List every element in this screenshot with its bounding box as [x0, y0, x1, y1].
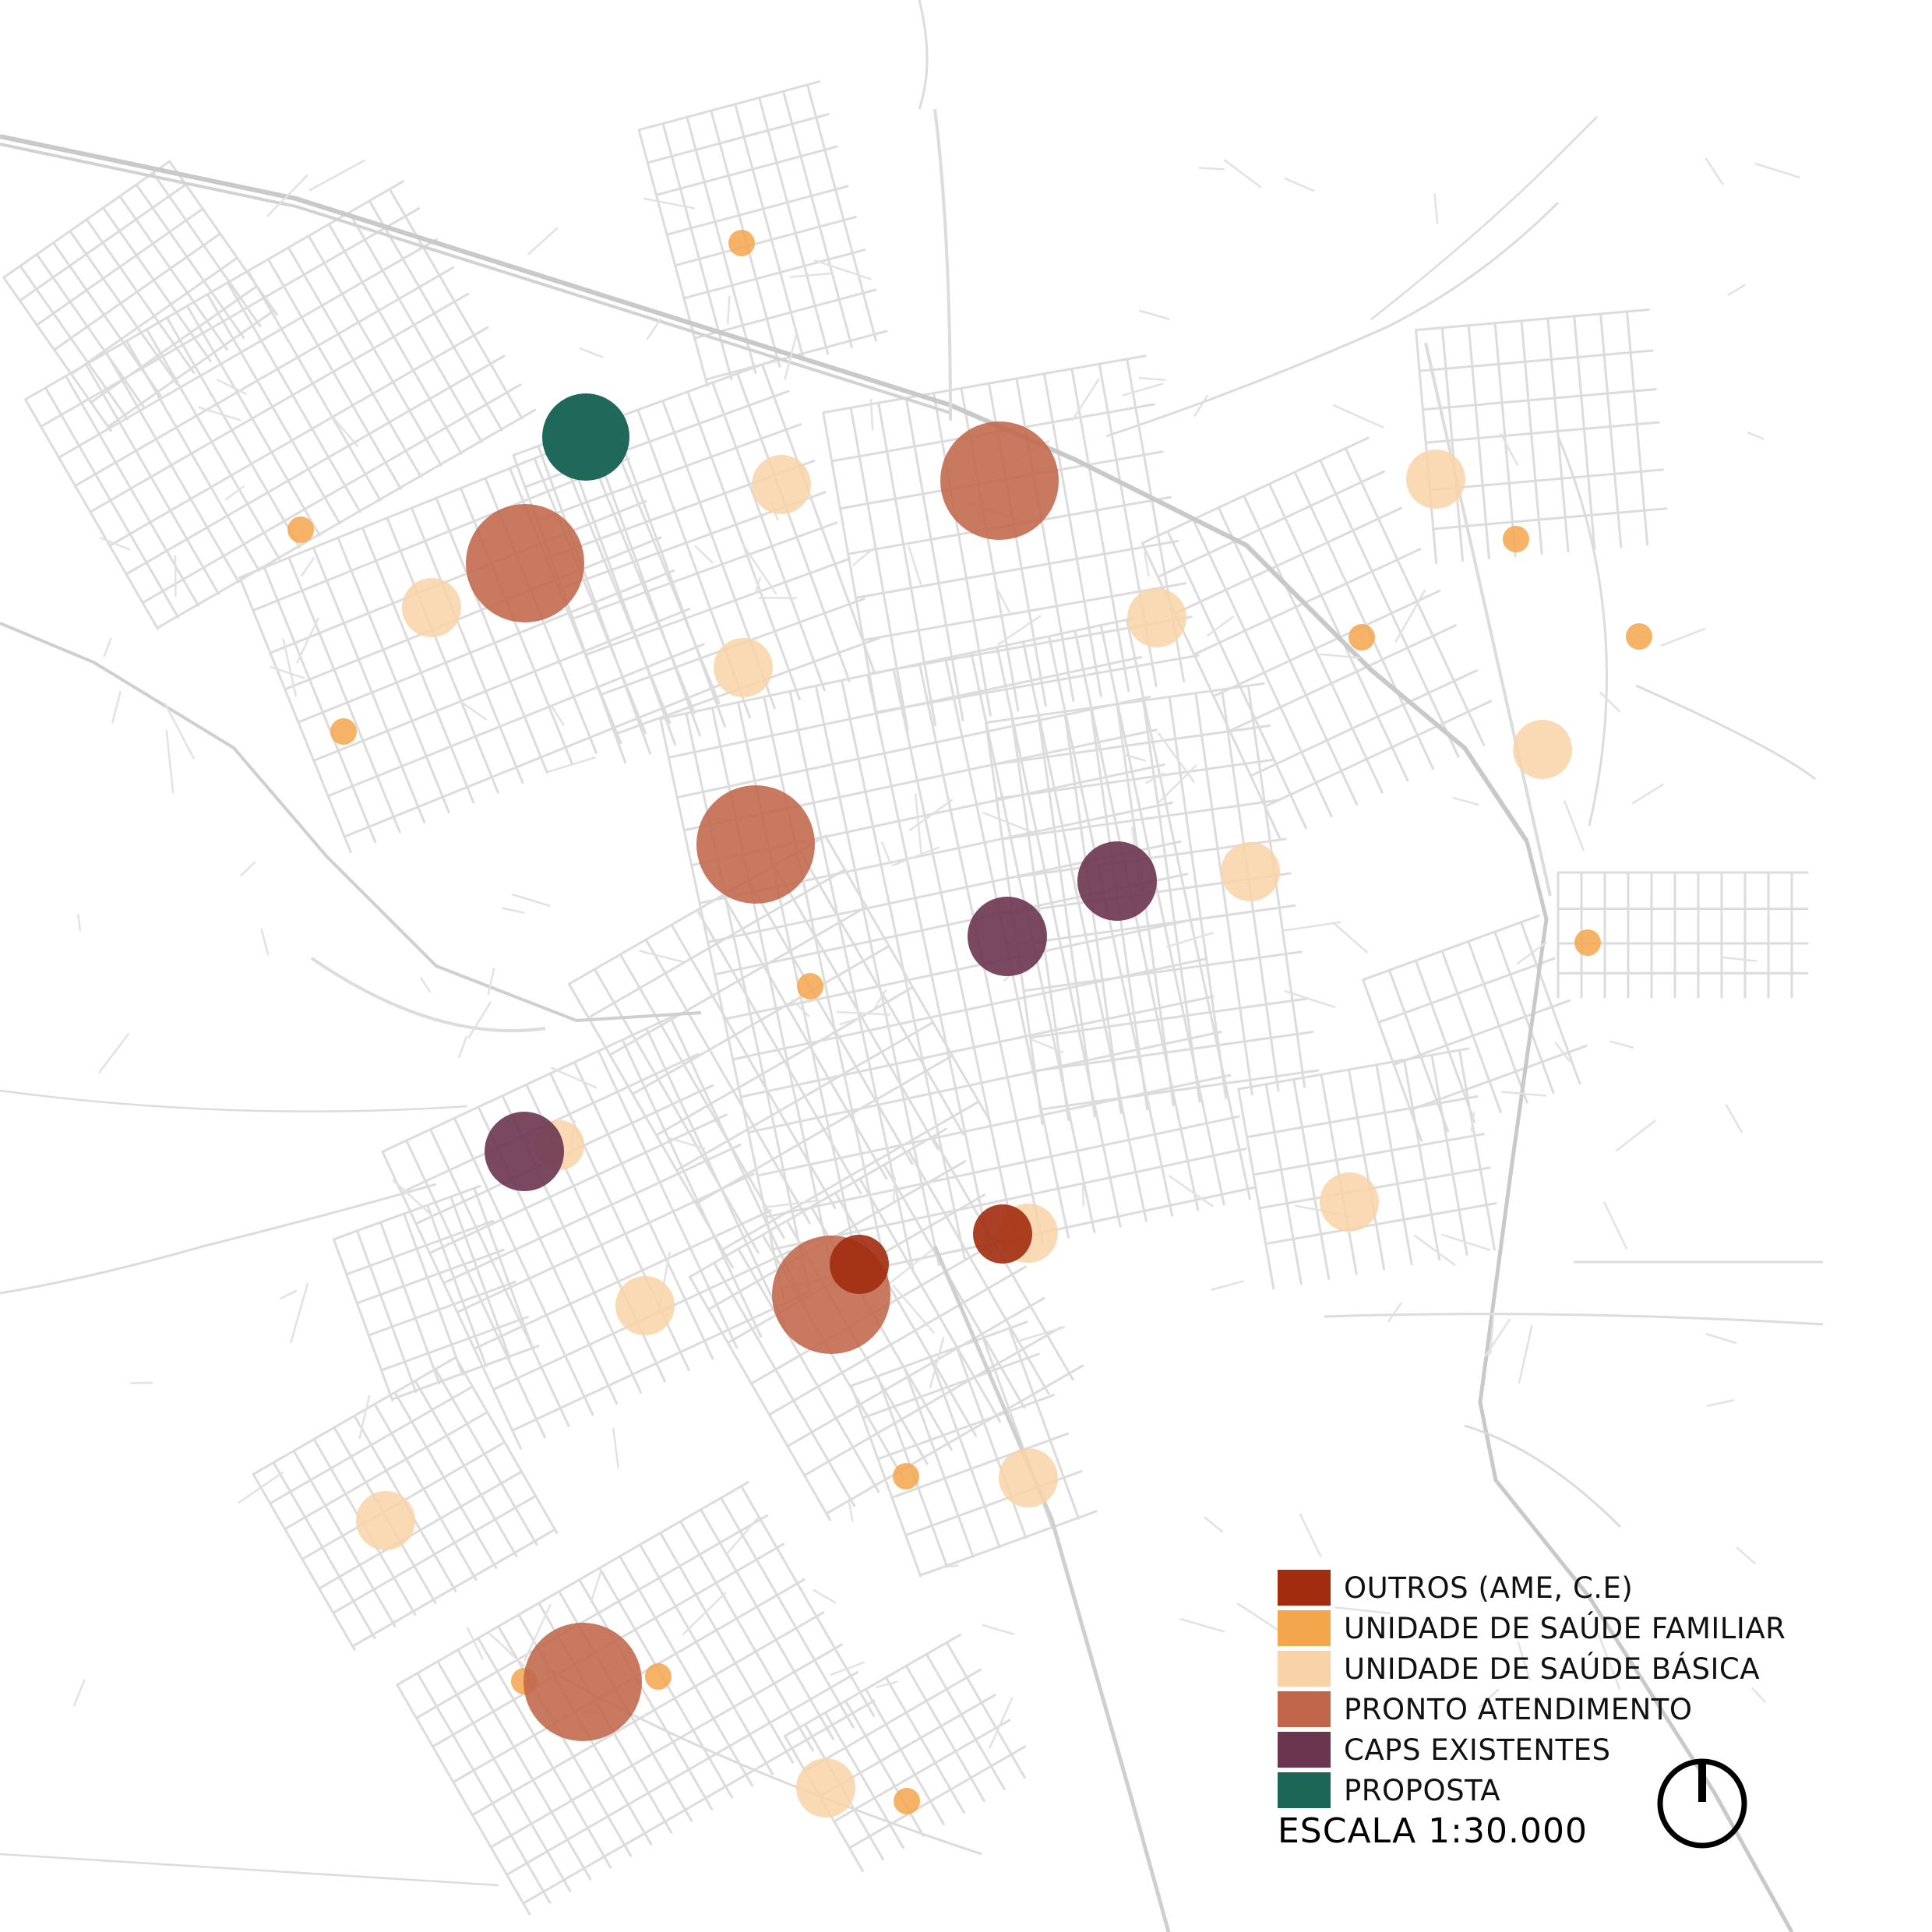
usf-marker [287, 516, 314, 543]
north-arrow-icon [1657, 1758, 1747, 1849]
usb-marker [796, 1758, 855, 1817]
outros-marker [973, 1204, 1032, 1264]
legend-label-outros: OUTROS (AME, C.E) [1344, 1571, 1634, 1605]
pronto-atendimento-marker [524, 1623, 642, 1741]
caps-marker [485, 1112, 564, 1191]
usb-marker [714, 638, 773, 697]
caps-marker [1077, 841, 1157, 921]
legend-swatch-usf [1278, 1610, 1331, 1646]
legend-label-pa: PRONTO ATENDIMENTO [1344, 1693, 1693, 1726]
usf-marker [330, 718, 357, 745]
usf-marker [894, 1788, 920, 1814]
usb-marker [752, 455, 811, 514]
pronto-atendimento-marker [466, 504, 584, 622]
legend-label-usf: UNIDADE DE SAÚDE FAMILIAR [1344, 1612, 1786, 1645]
usb-marker [1513, 720, 1572, 779]
caps-marker [968, 897, 1047, 976]
usf-marker [728, 230, 755, 256]
legend-swatch-pa [1278, 1691, 1331, 1727]
usb-marker [1221, 842, 1280, 901]
pronto-atendimento-marker [940, 421, 1059, 540]
legend-label-proposta: PROPOSTA [1344, 1774, 1501, 1807]
legend-label-usb: UNIDADE DE SAÚDE BÁSICA [1344, 1652, 1761, 1686]
legend-label-caps: CAPS EXISTENTES [1344, 1733, 1611, 1767]
legend-swatch-usb [1278, 1651, 1331, 1687]
usf-marker [1626, 623, 1652, 650]
pronto-atendimento-marker [696, 785, 815, 904]
health-facility-markers [287, 230, 1652, 1817]
legend-swatch-caps [1278, 1732, 1331, 1768]
usf-marker [1349, 624, 1375, 650]
usb-marker [1320, 1172, 1379, 1232]
usb-marker [1406, 450, 1465, 509]
legend-swatch-outros [1278, 1570, 1331, 1606]
usb-marker [402, 578, 461, 637]
legend-swatch-proposta [1278, 1772, 1331, 1808]
usb-marker [356, 1491, 415, 1550]
usf-marker [797, 973, 823, 999]
usf-marker [893, 1463, 919, 1490]
usb-marker [1127, 588, 1186, 647]
usf-marker [645, 1663, 672, 1690]
map-scale: ESCALA 1:30.000 [1278, 1811, 1588, 1851]
usf-marker [1503, 526, 1529, 552]
outros-marker [830, 1235, 889, 1294]
proposta-marker [542, 393, 629, 481]
usb-marker [999, 1448, 1058, 1507]
usf-marker [1574, 929, 1601, 956]
usb-marker [615, 1276, 675, 1335]
